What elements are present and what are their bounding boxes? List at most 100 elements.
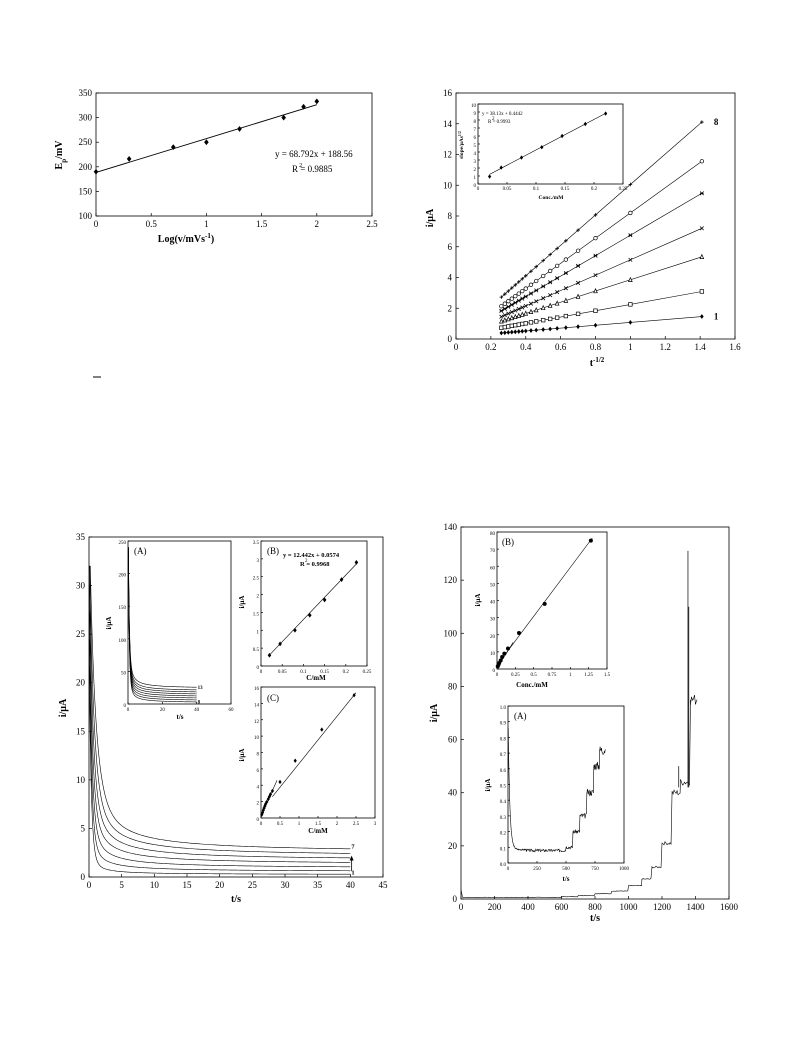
chart2-point: [513, 293, 518, 299]
chart2-point: [541, 296, 546, 301]
chart1-ytick-label: 100: [79, 211, 93, 221]
chart-cottrell-current-vs-inverse-sqrt-time: 0 0.2 0.4 0.6 0.8 1 1.2 1.4 1.6024681012141681t-…: [425, 88, 741, 369]
chart1-xtick-label: 2: [315, 219, 320, 229]
chart3-insetC-point: [262, 805, 266, 811]
chart2-ytick-label: 10: [443, 180, 453, 190]
chart3-insetC-xtick-label: 0.5: [277, 822, 284, 827]
chart1-ylabel: Ep/mV: [54, 140, 68, 170]
chart1-xtick-label: 0.5: [146, 219, 158, 229]
chart4-ytick-label: 40: [448, 788, 458, 798]
chart4-xtick-label: 1000: [620, 902, 639, 912]
chart4-insetB-ytick-label: 50: [490, 583, 496, 588]
chart3-ylabel-part: i/µA: [58, 698, 69, 717]
chart3-insetC-ytick-label: 10: [254, 736, 260, 741]
chart2-ytick-label: 14: [443, 119, 453, 129]
chart1-xtick-label: 0: [94, 219, 99, 229]
chart4-ytick-label: 60: [448, 735, 458, 745]
chart2-point: [541, 318, 546, 323]
chart4-insetB-point: [500, 655, 505, 660]
chart3-insetC-frame: [260, 686, 376, 819]
chart4-insetA-ytick-label: 0.0: [500, 863, 507, 868]
chart2-point: [512, 313, 518, 319]
chart4-insetA: 0 250 500 750 1000 0.0 0.1 0.2 0.3 0.4 0.5 0.6 0.7 0.…: [484, 705, 630, 883]
chart2-point: [563, 270, 568, 276]
chart2-xtick-label: 0.6: [555, 342, 567, 352]
chart2-point: [509, 296, 514, 301]
chart2-point: [540, 304, 546, 311]
chart2-xtick-label: 1.4: [695, 342, 707, 352]
chart-amperometric-response: 0 200 400 600 800 1000 1200 1400 160002040608010…: [429, 522, 739, 924]
chart2-point: [628, 302, 633, 307]
chart2-inset-xtick-label: 0.15: [561, 187, 570, 192]
chart2-point: [506, 330, 511, 335]
chart4-insetB-xtick-label: 0.5: [531, 673, 538, 678]
chart2-point: [541, 273, 546, 279]
chart2-point: [520, 288, 525, 294]
chart2-inset-fit-line: [489, 112, 607, 175]
chart3-insetB-r2: R = 0.9968: [300, 561, 330, 568]
chart3-ytick-label: 0: [81, 872, 86, 882]
chart1-xlabel: Log(v/mVs-1): [158, 232, 214, 245]
chart3-insetC-point: [293, 758, 297, 763]
chart2-point: [516, 298, 521, 303]
chart2-point: [699, 253, 705, 259]
chart2-inset-xtick-label: 0.05: [503, 187, 512, 192]
chart2-inset-ylabel-part: 1/2: [458, 131, 462, 136]
chart3-insetB-ytick-label: 2: [257, 595, 260, 600]
chart2-inset-ytick-label: 1: [474, 176, 477, 181]
chart-peak-potential-vs-log-scan-rate: 0 0.5 1 1.5 2 2.5 100 150 200 250 300 350 y = 68.792…: [54, 88, 378, 245]
chart3-curve: [89, 665, 351, 875]
chart3-insetA-curve-label: 13: [198, 686, 204, 691]
chart1-point: [93, 168, 99, 175]
chart2-point: [541, 284, 546, 289]
chart2-point: [628, 276, 633, 282]
chart2-point: [520, 321, 525, 327]
chart2-point: [593, 322, 598, 328]
chart4-insetA-ytick-label: 0.1: [500, 847, 507, 852]
chart2-xtick-label: 1.2: [660, 342, 671, 352]
chart4-insetA-xtick-label: 750: [591, 867, 599, 872]
chart2-point: [523, 294, 528, 299]
chart2-point: [509, 310, 514, 315]
chart3-insetA-xtick-label: 20: [160, 708, 166, 713]
chart3-insetB-ytick-label: 1: [257, 630, 260, 635]
chart2-point: [548, 316, 553, 322]
chart4-insetA-ylabel-part: i/µA: [484, 779, 492, 792]
chart2-point: [575, 280, 581, 285]
chart2-point: [499, 325, 504, 330]
chart2-series-line: [501, 121, 703, 298]
chart2-point: [509, 314, 515, 321]
chart2-point: [513, 308, 518, 313]
chart3-curve: [89, 565, 351, 859]
chart1-xlabel-part: ): [211, 234, 214, 245]
chart2-point: [554, 315, 560, 320]
chart4-insetB-xtick-label: 0.25: [511, 673, 520, 678]
chart3-insetC: 0 0.5 1 1.5 2 2.5 3 0 2 4 6 8 10 12 14 16 (C) C/mM i/µA: [238, 686, 377, 835]
chart2-point: [576, 228, 580, 232]
chart2-inset-equation: y = 38.13x + 0.4442: [482, 112, 523, 117]
chart3-ylabel: i/µA: [58, 698, 69, 717]
chart4-insetB-xtick-label: 1.5: [604, 673, 611, 678]
chart1-equation: y = 68.792x + 188.56: [275, 149, 353, 159]
chart4-ytick-label: 0: [453, 894, 458, 904]
chart2-point: [548, 268, 553, 274]
chart2-point: [593, 287, 598, 294]
chart2-point: [576, 324, 580, 330]
chart4-ytick-label: 100: [444, 628, 458, 638]
chart2-point: [593, 213, 598, 217]
chart3-insetB: 0 0.05 0.1 0.15 0.2 0.25 0 0.5 1 1.5 2 2.5 3 3.5 (B) y …: [238, 540, 372, 682]
chart3-curve: [89, 565, 351, 850]
chart3-insetB-xtick-label: 0.05: [278, 670, 287, 675]
chart2-point: [503, 330, 507, 336]
chart4-insetA-ytick-label: 0.6: [500, 769, 507, 774]
chart4-insetB-point: [502, 651, 507, 656]
chart2-point: [593, 253, 598, 258]
chart2-ytick-label: 6: [448, 242, 453, 252]
chart3-insetB-fit-line: [269, 562, 358, 656]
chart2-point: [528, 291, 534, 296]
chart3-insetB-r2-part: = 0.9968: [305, 561, 331, 568]
chart3-insetC-xtick-label: 2: [336, 822, 339, 827]
chart2-point: [563, 257, 569, 262]
chart2-point: [502, 301, 507, 306]
